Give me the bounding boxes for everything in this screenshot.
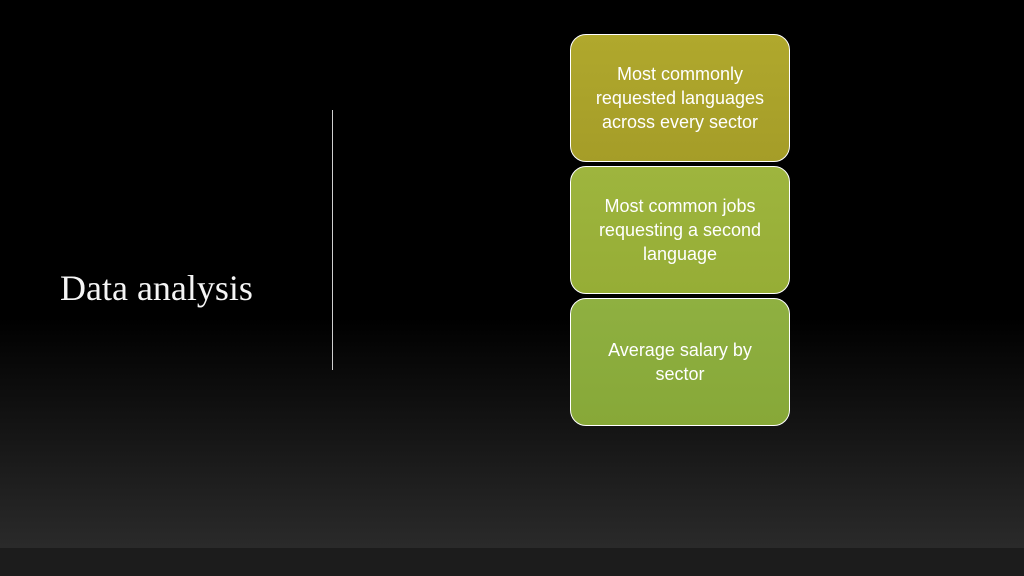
card-text: Average salary by sector [591,338,769,387]
card-salary: Average salary by sector [570,298,790,426]
card-jobs: Most common jobs requesting a second lan… [570,166,790,294]
card-languages: Most commonly requested languages across… [570,34,790,162]
vertical-divider [332,110,333,370]
card-text: Most commonly requested languages across… [591,62,769,135]
bottom-bar [0,548,1024,576]
card-text: Most common jobs requesting a second lan… [591,194,769,267]
cards-column: Most commonly requested languages across… [570,34,790,426]
title-section: Data analysis [60,0,253,576]
slide-container: Data analysis Most commonly requested la… [0,0,1024,576]
slide-title: Data analysis [60,267,253,309]
